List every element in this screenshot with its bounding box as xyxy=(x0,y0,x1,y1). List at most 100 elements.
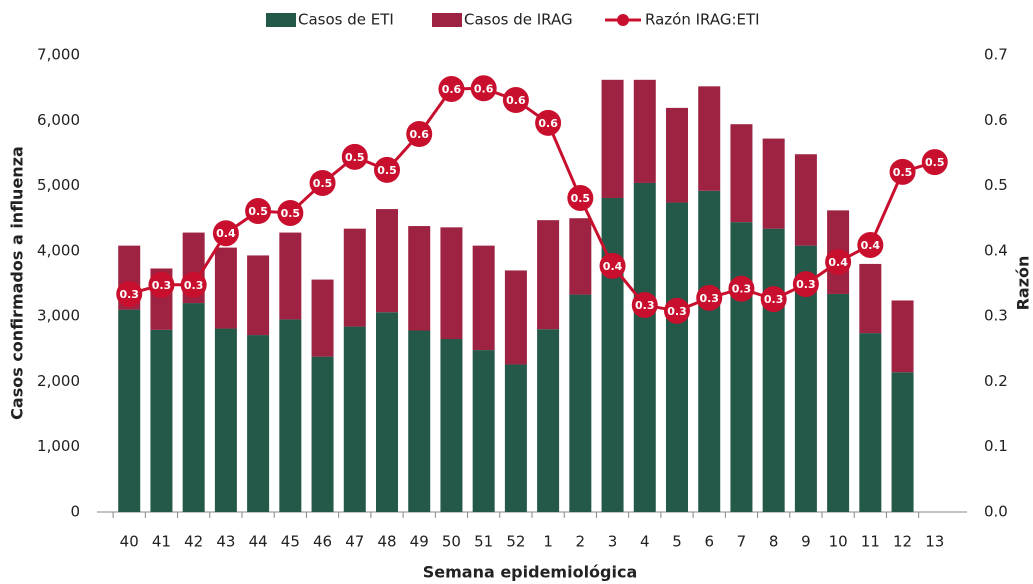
x-tick-label: 44 xyxy=(249,533,268,551)
bar-segment xyxy=(376,312,398,512)
line-marker xyxy=(116,280,143,307)
bar-segment xyxy=(859,333,882,512)
data-label: 0.6 xyxy=(538,117,558,130)
bar-segment xyxy=(118,309,141,512)
data-label: 0.5 xyxy=(925,156,945,169)
bar-segment xyxy=(214,247,237,329)
x-tick-label: 1 xyxy=(543,533,553,551)
bar-segment xyxy=(279,319,302,512)
line-marker xyxy=(470,75,497,102)
line-marker xyxy=(792,271,819,298)
line-marker xyxy=(341,143,368,170)
bar-segment xyxy=(311,279,334,357)
x-axis-title: Semana epidemiológica xyxy=(423,563,638,582)
x-tick-label: 50 xyxy=(442,533,461,551)
line-marker xyxy=(825,248,852,275)
bar-segment xyxy=(343,326,366,512)
bar-segment xyxy=(698,86,721,191)
bar-segment xyxy=(794,245,817,513)
data-label: 0.5 xyxy=(313,177,333,190)
bar-segment xyxy=(569,218,592,295)
y-tick-label: 4,000 xyxy=(37,241,80,259)
y-tick-label: 1,000 xyxy=(37,437,80,455)
data-label: 0.3 xyxy=(635,299,655,312)
x-tick-label: 47 xyxy=(345,533,364,551)
legend-swatch xyxy=(617,14,629,26)
data-label: 0.4 xyxy=(216,227,236,240)
bar-segment xyxy=(730,222,753,513)
x-tick-label: 49 xyxy=(410,533,429,551)
line-marker xyxy=(212,220,239,247)
x-tick-label: 5 xyxy=(672,533,682,551)
bar-segment xyxy=(891,300,914,373)
bar-segment xyxy=(666,202,688,512)
y-tick-label: 6,000 xyxy=(37,111,80,129)
data-label: 0.5 xyxy=(281,207,301,220)
line-marker xyxy=(245,198,272,225)
x-tick-label: 9 xyxy=(801,533,811,551)
x-tick-label: 51 xyxy=(474,533,493,551)
y-tick-label: 5,000 xyxy=(37,176,80,194)
y2-tick-label: 0.4 xyxy=(984,241,1008,259)
data-label: 0.6 xyxy=(506,94,526,107)
x-tick-label: 42 xyxy=(184,533,203,551)
bar-segment xyxy=(762,228,785,512)
line-marker xyxy=(599,252,626,279)
line-marker xyxy=(921,149,948,176)
bar-segment xyxy=(698,190,721,512)
x-tick-label: 52 xyxy=(506,533,525,551)
data-label: 0.3 xyxy=(764,293,784,306)
bar-segment xyxy=(311,356,334,512)
x-tick-label: 43 xyxy=(216,533,235,551)
data-label: 0.6 xyxy=(409,128,429,141)
data-label: 0.3 xyxy=(732,283,752,296)
bar-segment xyxy=(601,197,624,512)
x-tick-label: 6 xyxy=(704,533,714,551)
y-axis-title: Casos confirmados a influenza xyxy=(8,146,27,420)
y-tick-label: 0 xyxy=(70,503,80,521)
y2-tick-label: 0.6 xyxy=(984,111,1008,129)
y2-tick-label: 0.3 xyxy=(984,307,1008,325)
data-label: 0.3 xyxy=(184,279,204,292)
bar-segment xyxy=(794,154,817,246)
bar-segment xyxy=(472,245,495,351)
data-label: 0.3 xyxy=(796,278,816,291)
bar-segment xyxy=(730,124,753,223)
line-marker xyxy=(857,231,884,258)
bar-segment xyxy=(537,220,560,330)
x-tick-label: 10 xyxy=(829,533,848,551)
bar-segment xyxy=(891,372,914,512)
x-tick-label: 3 xyxy=(608,533,618,551)
y2-tick-label: 0.0 xyxy=(984,503,1008,521)
data-label: 0.4 xyxy=(828,256,848,269)
bar-segment xyxy=(569,294,592,512)
x-tick-label: 40 xyxy=(120,533,139,551)
bar-segment xyxy=(408,226,431,331)
data-label: 0.4 xyxy=(861,239,881,252)
bar-segment xyxy=(343,228,366,327)
line-marker xyxy=(406,120,433,147)
line-marker xyxy=(728,275,755,302)
legend-label: Razón IRAG:ETI xyxy=(645,11,760,29)
bar-segment xyxy=(762,138,785,229)
bar-segment xyxy=(633,79,656,183)
line-marker xyxy=(696,284,723,311)
data-label: 0.5 xyxy=(248,205,268,218)
line-marker xyxy=(277,199,304,226)
x-tick-label: 13 xyxy=(925,533,944,551)
y2-tick-label: 0.7 xyxy=(984,46,1008,64)
bar-segment xyxy=(150,329,173,512)
line-marker xyxy=(567,184,594,211)
legend-label: Casos de IRAG xyxy=(464,11,573,29)
bar-segment xyxy=(601,79,624,198)
data-label: 0.6 xyxy=(474,82,494,95)
bar-segment xyxy=(279,232,302,320)
bar-segment xyxy=(537,329,560,512)
x-tick-label: 7 xyxy=(737,533,747,551)
data-label: 0.3 xyxy=(119,288,139,301)
line-marker xyxy=(180,271,207,298)
line-marker xyxy=(148,271,175,298)
x-tick-label: 41 xyxy=(152,533,171,551)
legend-swatch xyxy=(432,13,462,27)
